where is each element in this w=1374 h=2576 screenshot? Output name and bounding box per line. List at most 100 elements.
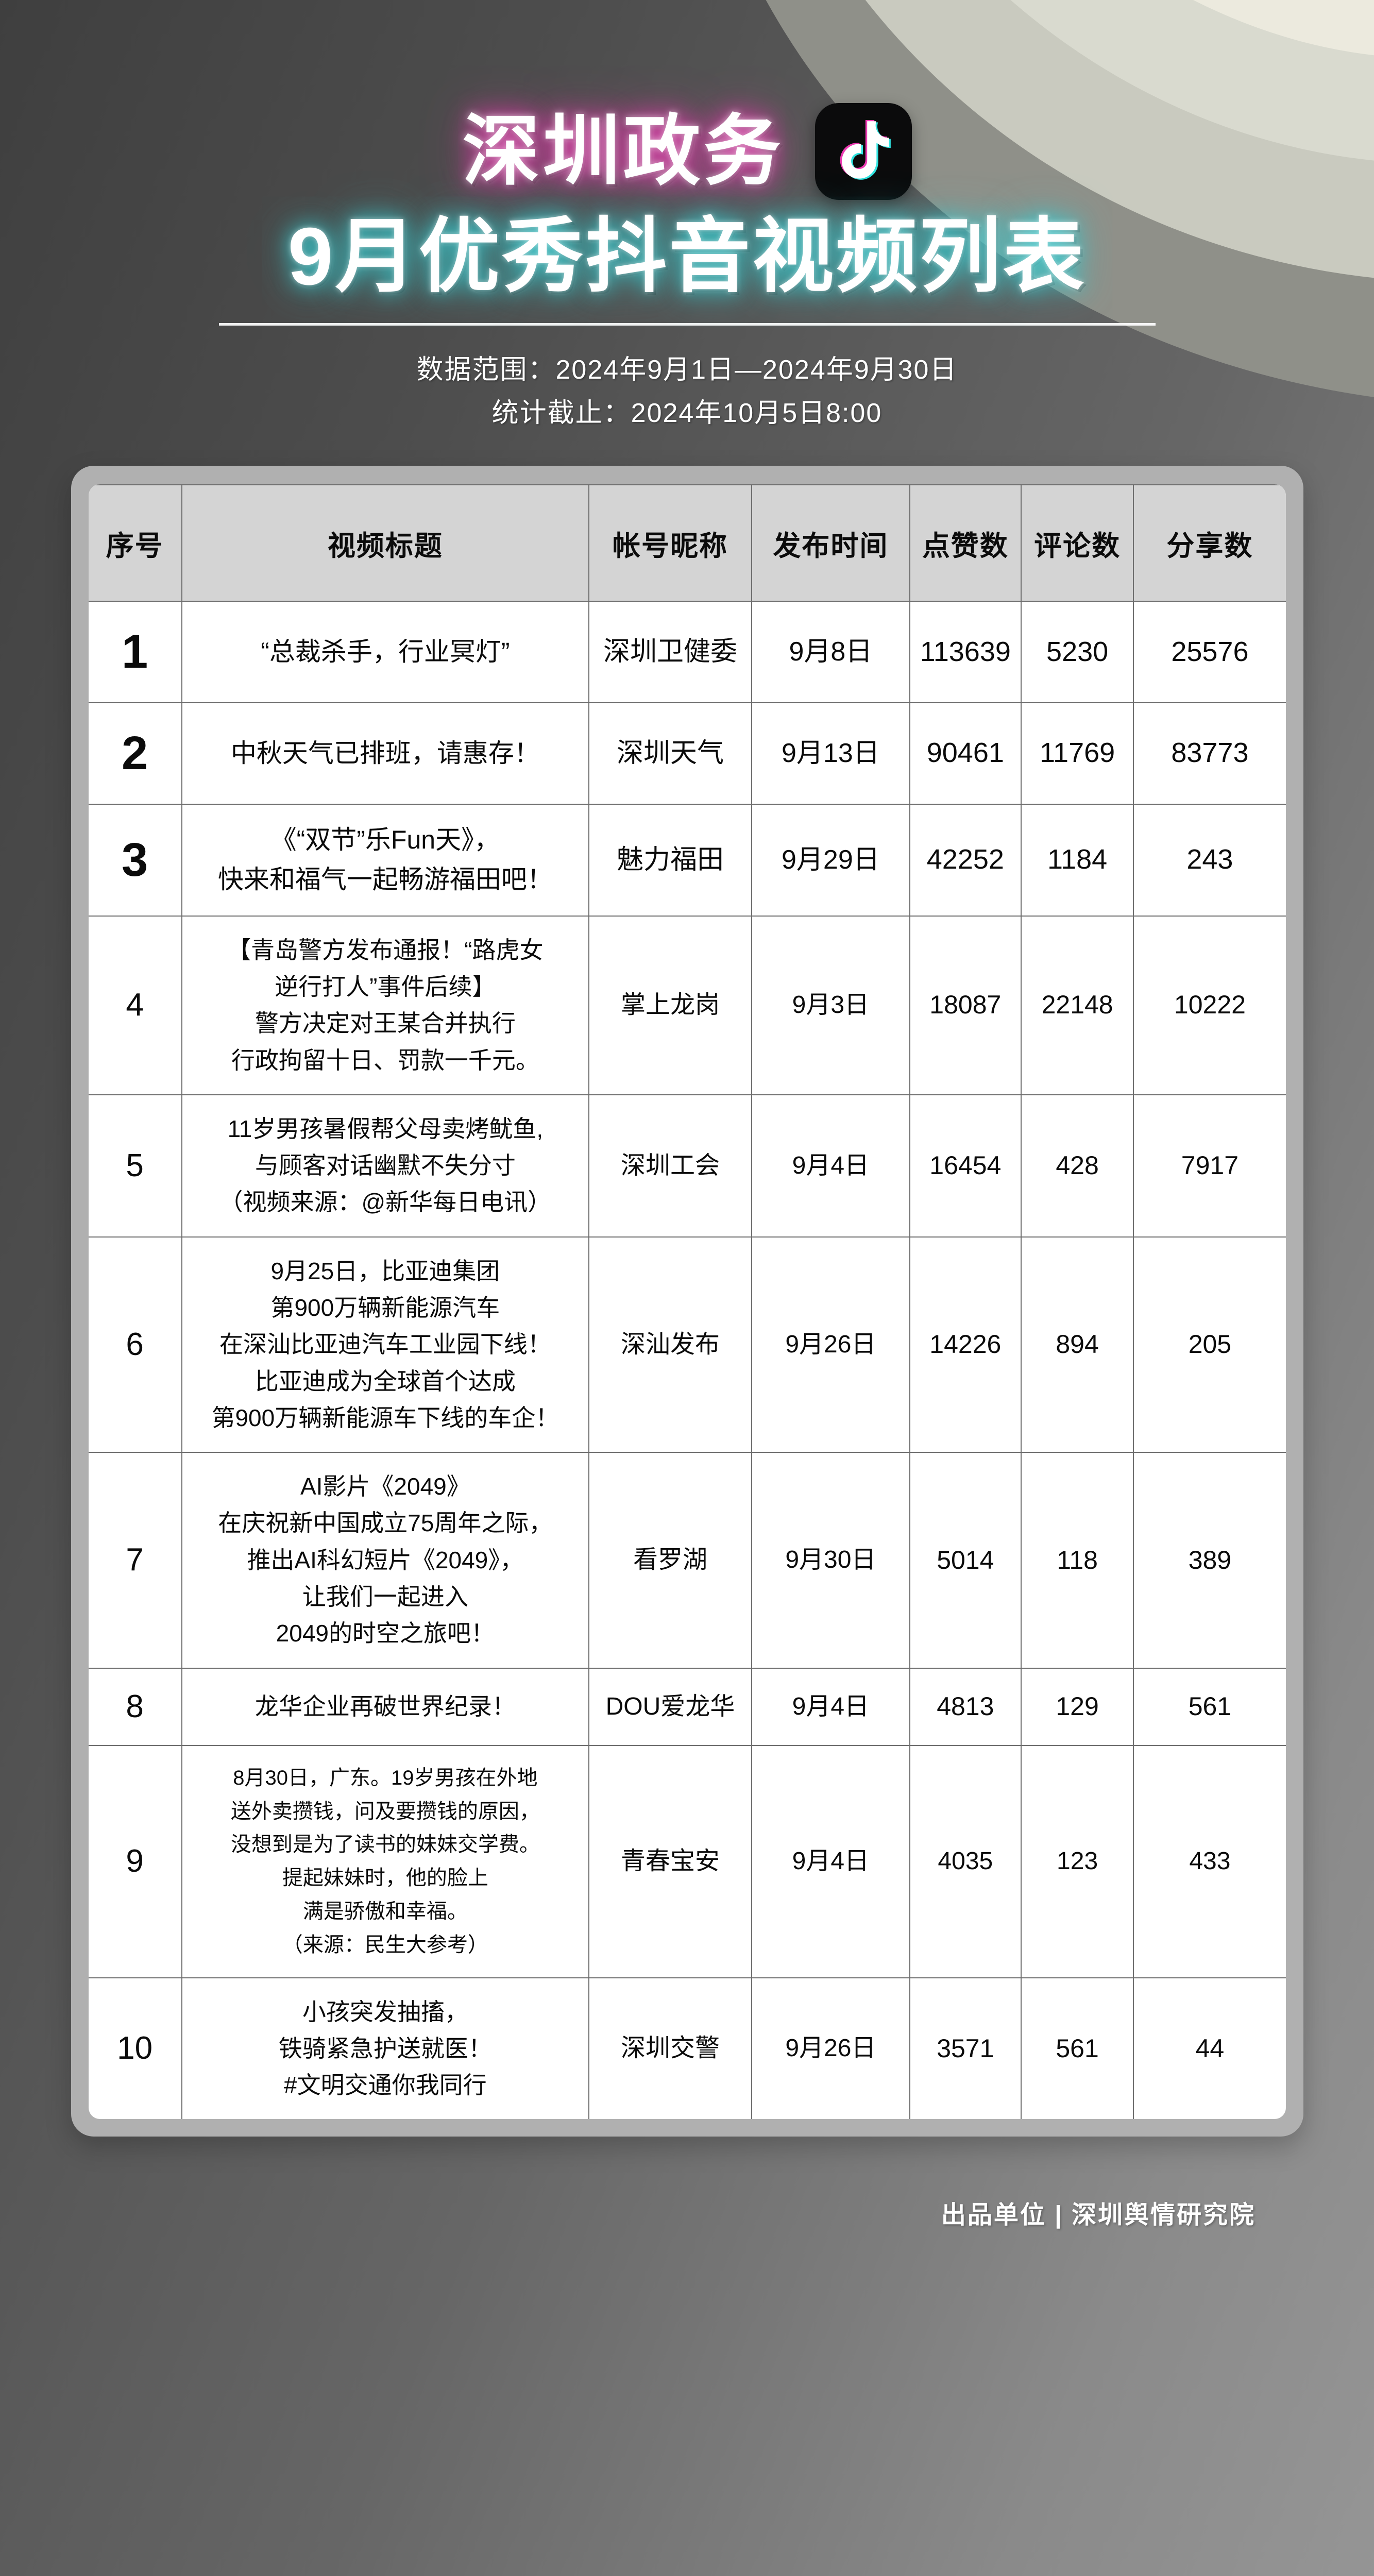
cell-likes: 4035 — [909, 1744, 1022, 1978]
table-row: 1 “总裁杀手，行业冥灯” 深圳卫健委 9月8日 113639 5230 25576 — [88, 601, 1286, 704]
column-header-account: 帐号昵称 — [588, 484, 752, 602]
cell-likes: 14226 — [909, 1236, 1022, 1453]
cell-date: 9月4日 — [751, 1667, 910, 1746]
cell-title: AI影片《2049》在庆祝新中国成立75周年之际， 推出AI科幻短片《2049》，… — [181, 1452, 589, 1669]
cell-date: 9月26日 — [751, 1977, 910, 2120]
title-line: 8月30日，广东。19岁男孩在外地 — [233, 1766, 538, 1789]
title-line: 与顾客对话幽默不失分寸 — [255, 1152, 516, 1179]
title-line: 在深汕比亚迪汽车工业园下线！ — [219, 1331, 551, 1358]
title-line: 没想到是为了读书的妹妹交学费。 — [230, 1833, 540, 1856]
cell-account: 深圳卫健委 — [588, 601, 752, 704]
page-title-primary: 深圳政务 — [462, 108, 784, 195]
cell-date: 9月29日 — [751, 803, 910, 917]
table-row: 9 8月30日，广东。19岁男孩在外地 送外卖攒钱，问及要攒钱的原因， 没想到是为了读… — [88, 1744, 1286, 1978]
title-line: 2049的时空之旅吧！ — [276, 1620, 495, 1647]
title-line: 快来和福气一起畅游福田吧！ — [217, 865, 553, 894]
cell-index: 9 — [88, 1744, 182, 1978]
douyin-logo-icon — [815, 103, 912, 200]
cell-index: 2 — [88, 702, 182, 805]
cell-shares: 10222 — [1133, 915, 1286, 1095]
stat-cutoff-text: 统计截止：2024年10月5日8:00 — [491, 398, 883, 429]
cell-index: 1 — [88, 601, 182, 704]
cell-likes: 42252 — [909, 803, 1022, 917]
cell-index: 5 — [88, 1094, 182, 1238]
cell-date: 9月26日 — [751, 1236, 910, 1453]
cell-likes: 18087 — [909, 915, 1022, 1095]
title-line: 第900万辆新能源车下线的车企！ — [211, 1404, 559, 1431]
title-line: 满是骄傲和幸福。 — [302, 1900, 468, 1923]
cell-title: 【青岛警方发布通报！“路虎女 逆行打人”事件后续】 警方决定对王某合并执行 行政拘留十… — [181, 915, 589, 1095]
title-line: #文明交通你我同行 — [284, 2072, 487, 2099]
title-line: 中秋天气已排班，请惠存！ — [230, 738, 540, 768]
cell-shares: 7917 — [1133, 1094, 1286, 1238]
cell-date: 9月3日 — [751, 915, 910, 1095]
title-line: 送外卖攒钱，问及要攒钱的原因， — [230, 1800, 540, 1823]
cell-comments: 561 — [1020, 1977, 1134, 2120]
cell-comments: 428 — [1020, 1094, 1134, 1238]
title-line: 11岁男孩暑假帮父母卖烤鱿鱼, — [227, 1115, 544, 1142]
cell-account: DOU爱龙华 — [588, 1667, 752, 1746]
cell-title: 中秋天气已排班，请惠存！ — [181, 702, 589, 805]
cell-likes: 4813 — [909, 1667, 1022, 1746]
table-row: 5 11岁男孩暑假帮父母卖烤鱿鱼, 与顾客对话幽默不失分寸 （视频来源：@新华每日电讯… — [88, 1094, 1286, 1238]
cell-title: 8月30日，广东。19岁男孩在外地 送外卖攒钱，问及要攒钱的原因， 没想到是为了读书… — [181, 1744, 589, 1978]
title-line: 推出AI科幻短片《2049》， — [247, 1546, 524, 1573]
cell-likes: 3571 — [909, 1977, 1022, 2120]
title-line: 警方决定对王某合并执行 — [255, 1010, 516, 1037]
cell-likes: 113639 — [909, 601, 1022, 704]
cell-index: 4 — [88, 915, 182, 1095]
table-row: 7 AI影片《2049》在庆祝新中国成立75周年之际， 推出AI科幻短片《2049》… — [88, 1452, 1286, 1669]
title-line: 【青岛警方发布通报！“路虎女 — [227, 936, 544, 963]
column-header-date: 发布时间 — [751, 484, 910, 602]
table-row: 8 龙华企业再破世界纪录！ DOU爱龙华 9月4日 4813 129 561 — [88, 1667, 1286, 1746]
cell-title: 9月25日，比亚迪集团 第900万辆新能源汽车 在深汕比亚迪汽车工业园下线！ 比亚迪成… — [181, 1236, 589, 1453]
cell-shares: 44 — [1133, 1977, 1286, 2120]
cell-date: 9月13日 — [751, 702, 910, 805]
cell-date: 9月30日 — [751, 1452, 910, 1669]
title-line: 《“双节”乐Fun天》， — [270, 825, 500, 854]
title-line: 龙华企业再破世界纪录！ — [255, 1693, 516, 1720]
title-line: （视频来源：@新华每日电讯） — [219, 1189, 552, 1216]
cell-shares: 389 — [1133, 1452, 1286, 1669]
column-header-comments: 评论数 — [1020, 484, 1134, 602]
title-row: 深圳政务 — [0, 103, 1374, 200]
cell-account: 深汕发布 — [588, 1236, 752, 1453]
title-line: 小孩突发抽搐， — [302, 1998, 468, 2025]
cell-account: 掌上龙岗 — [588, 915, 752, 1095]
cell-index: 6 — [88, 1236, 182, 1453]
cell-account: 深圳工会 — [588, 1094, 752, 1238]
cell-account: 青春宝安 — [588, 1744, 752, 1978]
cell-comments: 5230 — [1020, 601, 1134, 704]
cell-title: 小孩突发抽搐， 铁骑紧急护送就医！ #文明交通你我同行 — [181, 1977, 589, 2120]
table-row: 10 小孩突发抽搐， 铁骑紧急护送就医！ #文明交通你我同行 深圳交警 9月26日 3571… — [88, 1977, 1286, 2120]
table-row: 6 9月25日，比亚迪集团 第900万辆新能源汽车 在深汕比亚迪汽车工业园下线！ 比亚迪… — [88, 1236, 1286, 1453]
cell-index: 7 — [88, 1452, 182, 1669]
cell-shares: 83773 — [1133, 702, 1286, 805]
title-line: AI影片《2049》 — [300, 1473, 470, 1500]
cell-account: 看罗湖 — [588, 1452, 752, 1669]
cell-likes: 5014 — [909, 1452, 1022, 1669]
column-header-shares: 分享数 — [1133, 484, 1286, 602]
table-body: 1 “总裁杀手，行业冥灯” 深圳卫健委 9月8日 113639 5230 25576 2 中秋天… — [88, 601, 1286, 2120]
cell-comments: 129 — [1020, 1667, 1134, 1746]
cell-account: 深圳天气 — [588, 702, 752, 805]
page-title-secondary: 9月优秀抖音视频列表 — [287, 211, 1087, 302]
title-line: （来源：民生大参考） — [282, 1933, 488, 1956]
column-header-title: 视频标题 — [181, 484, 589, 602]
cell-title: 《“双节”乐Fun天》， 快来和福气一起畅游福田吧！ — [181, 803, 589, 917]
video-ranking-table: 序号 视频标题 帐号昵称 发布时间 点赞数 评论数 分享数 1 “总裁杀手，行业冥… — [88, 484, 1286, 2120]
cell-date: 9月4日 — [751, 1094, 910, 1238]
cell-account: 深圳交警 — [588, 1977, 752, 2120]
poster-header: 深圳政务 9月优秀抖音视频列表 数据范围：2024年9月1日—2024年9月30… — [0, 0, 1374, 435]
cell-date: 9月8日 — [751, 601, 910, 704]
title-line: 9月25日，比亚迪集团 — [270, 1257, 500, 1284]
table-row: 2 中秋天气已排班，请惠存！ 深圳天气 9月13日 90461 11769 83773 — [88, 702, 1286, 805]
title-line: 铁骑紧急护送就医！ — [278, 2035, 492, 2062]
footer: 出品单位 | 深圳舆情研究院 — [0, 2194, 1374, 2230]
cell-date: 9月4日 — [751, 1744, 910, 1978]
cell-shares: 561 — [1133, 1667, 1286, 1746]
title-line: 提起妹妹时，他的脸上 — [282, 1867, 488, 1890]
table-row: 3 《“双节”乐Fun天》， 快来和福气一起畅游福田吧！ 魅力福田 9月29日 42252… — [88, 803, 1286, 917]
cell-shares: 243 — [1133, 803, 1286, 917]
title-line: 在庆祝新中国成立75周年之际， — [218, 1510, 553, 1537]
